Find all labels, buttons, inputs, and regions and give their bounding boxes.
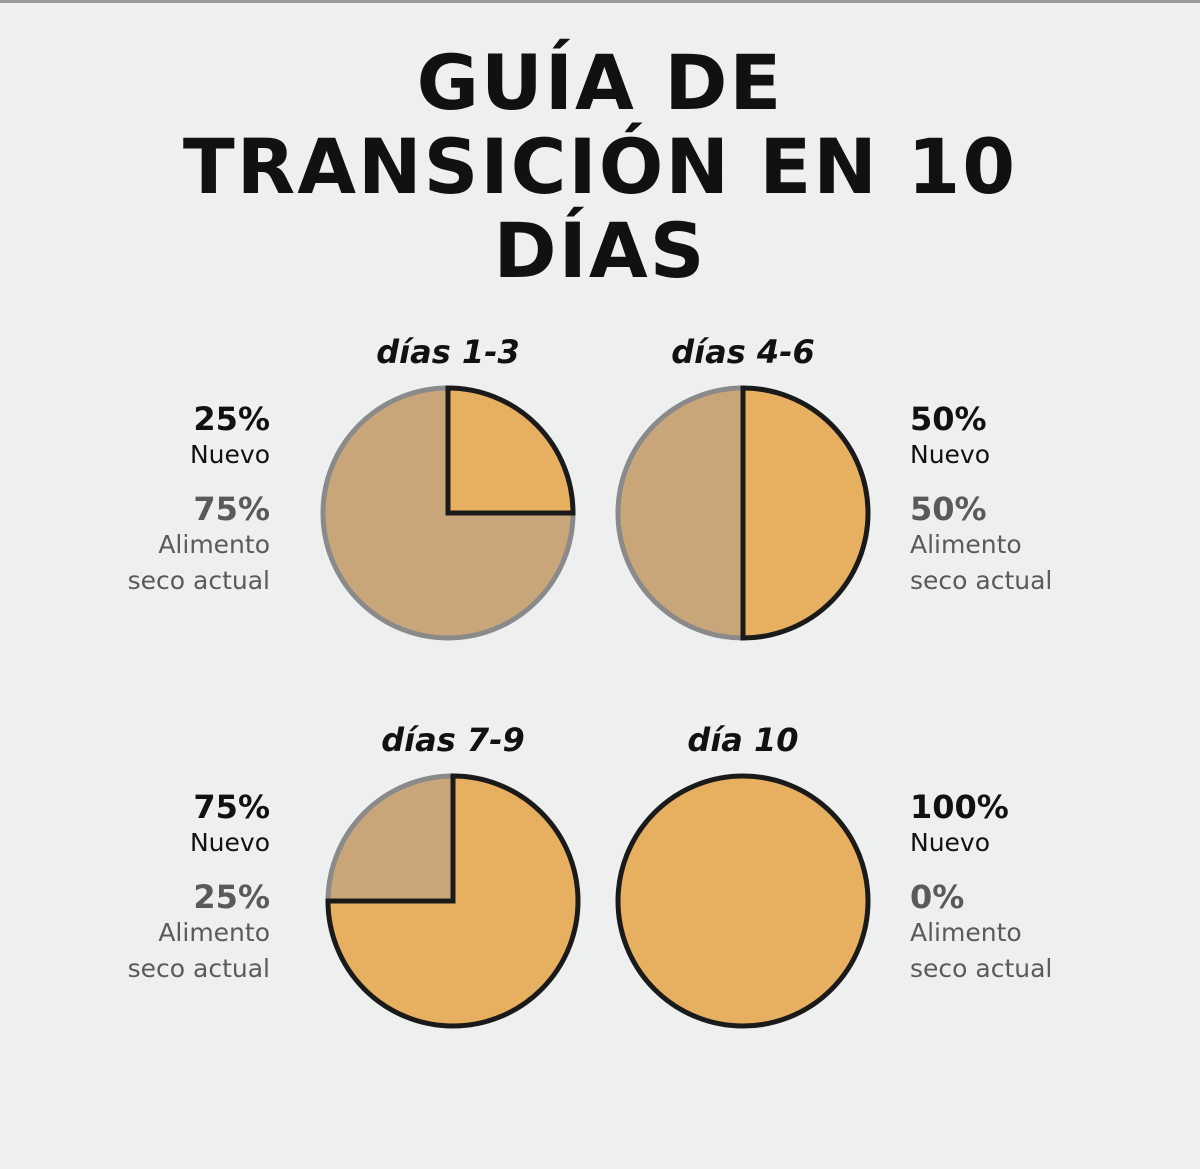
legend-value: 75%	[193, 788, 270, 826]
legend-value: 50%	[910, 400, 987, 438]
legend: 25% Nuevo 75% Alimento seco actual	[70, 401, 270, 599]
legend-value: 0%	[910, 878, 965, 916]
legend: 75% Nuevo 25% Alimento seco actual	[70, 789, 270, 987]
legend-label: Nuevo	[910, 828, 991, 857]
legend-value: 25%	[193, 400, 270, 438]
spacer	[70, 861, 270, 879]
pie-slice	[320, 385, 576, 641]
legend: 100% Nuevo 0% Alimento seco actual	[910, 789, 1110, 987]
legend-label: Nuevo	[189, 828, 270, 857]
pie-title: días 7-9	[381, 721, 525, 759]
legend-label: Alimento seco actual	[910, 918, 1053, 983]
pie-title: día 10	[687, 721, 799, 759]
pie-slice	[325, 773, 456, 904]
legend-value: 50%	[910, 490, 987, 528]
legend-value: 100%	[910, 788, 1009, 826]
legend-label: Nuevo	[910, 440, 991, 469]
legend-value: 75%	[193, 490, 270, 528]
pie-title: días 4-6	[671, 333, 815, 371]
pie-slice	[740, 385, 871, 641]
legend-label: Alimento seco actual	[127, 918, 270, 983]
pie-title: días 1-3	[376, 333, 520, 371]
legend-label: Alimento seco actual	[910, 530, 1053, 595]
spacer	[70, 473, 270, 491]
legend-label: Alimento seco actual	[127, 530, 270, 595]
pies	[320, 385, 871, 1029]
pie-slice	[445, 385, 576, 516]
legend-value: 25%	[193, 878, 270, 916]
pie-slice	[615, 385, 746, 641]
pie-slice	[325, 773, 581, 1029]
spacer	[910, 473, 1110, 491]
spacer	[910, 861, 1110, 879]
pie-slice	[615, 773, 871, 1029]
legend: 50% Nuevo 50% Alimento seco actual	[910, 401, 1110, 599]
legend-label: Nuevo	[189, 440, 270, 469]
title: GUÍA DE TRANSICIÓN EN 10 DÍAS	[182, 38, 1018, 295]
